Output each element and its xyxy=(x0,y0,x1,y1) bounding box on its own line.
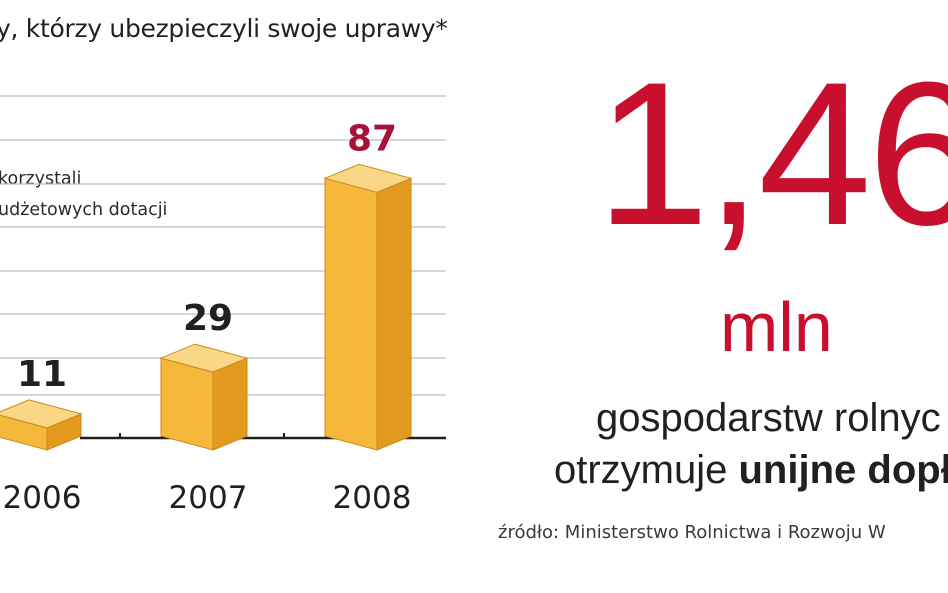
bar-top-2006 xyxy=(0,399,83,429)
stat-description-prefix: otrzymuje xyxy=(554,448,739,492)
stat-description-line-1: gospodarstw rolnyc xyxy=(596,396,941,440)
chart-title: y, którzy ubezpieczyli swoje uprawy* xyxy=(0,14,448,43)
source-note: źródło: Ministerstwo Rolnictwa i Rozwoju… xyxy=(498,522,886,543)
stat-description-bold: unijne dopła xyxy=(738,448,948,492)
bar-top-2008 xyxy=(323,163,413,193)
bar-side-2007 xyxy=(212,357,248,451)
stat-description-line-2: otrzymuje unijne dopła xyxy=(554,450,948,490)
category-label-2007: 2007 xyxy=(169,480,248,516)
bar-chart: 11 2006 29 2007 87 2008 xyxy=(0,95,446,516)
value-label-2006: 11 xyxy=(17,354,67,395)
stat-number: 1,46 xyxy=(596,40,948,268)
bar-front-2007 xyxy=(160,357,214,451)
stat-unit: mln xyxy=(720,288,833,366)
value-label-2007: 29 xyxy=(183,298,233,339)
category-label-2008: 2008 xyxy=(333,480,412,516)
bar-front-2008 xyxy=(324,177,378,451)
bar-side-2008 xyxy=(376,177,412,451)
annotation-line-2: udżetowych dotacji xyxy=(0,200,168,220)
category-label-2006: 2006 xyxy=(3,480,82,516)
value-label-2008: 87 xyxy=(347,118,397,159)
bar-top-2007 xyxy=(159,343,249,373)
